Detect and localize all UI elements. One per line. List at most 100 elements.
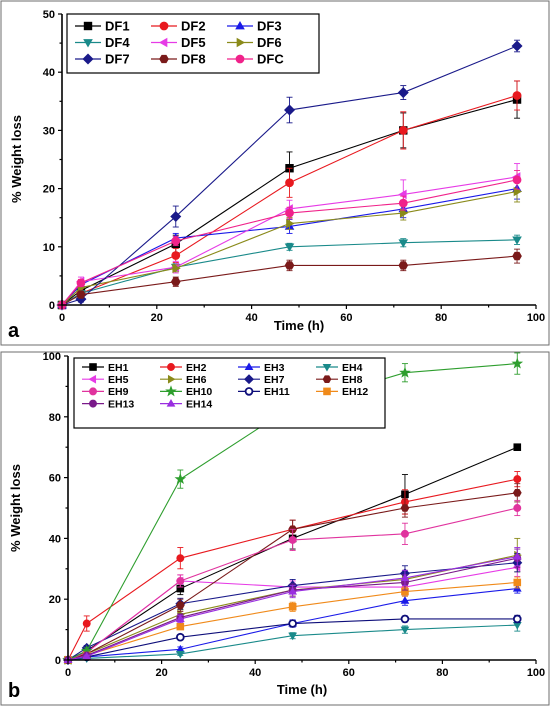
legend-marker	[236, 37, 245, 48]
data-point-eh10	[174, 473, 187, 485]
legend-marker	[322, 363, 332, 372]
legend-item-eh13: EH13	[82, 398, 134, 410]
plot-area-b: 0 20 40 60 80 100 0 20 40 60 80 100 Time (h) % Weight…	[8, 351, 545, 697]
data-point-df8	[76, 290, 86, 299]
y-tick-label-a: 50	[43, 9, 55, 21]
legend-marker	[166, 399, 176, 407]
data-point-df2	[285, 178, 294, 188]
legend-label: EH11	[264, 386, 290, 398]
data-point-eh12	[176, 622, 185, 631]
legend-label: EH5	[108, 374, 129, 386]
legend-label: EH10	[186, 386, 212, 398]
x-tick-label-b: 20	[155, 667, 167, 679]
legend-item-eh10: EH10	[160, 385, 212, 398]
legend-item-eh1: EH1	[82, 362, 129, 374]
plot-area-a: 0 20 40 60 80 100 0 10 20 30 40 50 Time (h) % Weight …	[9, 9, 545, 333]
legend-marker	[89, 363, 97, 371]
data-point-eh2	[176, 554, 185, 563]
legend-marker	[165, 385, 177, 397]
legend-a: DF1 DF2 DF3 DF4 DF5 DF6 DF7 DF8 DFC	[66, 13, 320, 74]
legend-marker	[82, 53, 94, 65]
legend-item-df8: DF8	[151, 52, 206, 67]
data-point-eh9	[513, 504, 522, 512]
data-point-eh11	[288, 619, 297, 628]
legend-label: DF3	[257, 19, 282, 34]
y-tick-label-b: 40	[49, 533, 61, 545]
y-tick-label-b: 80	[49, 412, 61, 424]
legend-label: EH13	[108, 398, 134, 410]
legend-marker	[159, 54, 169, 64]
data-point-df2	[512, 91, 522, 100]
panel-b-letter: b	[8, 680, 20, 702]
legend-item-df5: DF5	[151, 35, 206, 50]
y-axis-title-b: % Weight loss	[8, 464, 23, 552]
data-point-eh2	[513, 475, 522, 484]
x-axis-title-a: Time (h)	[274, 318, 324, 333]
data-point-eh2	[82, 619, 91, 628]
y-tick-label-a: 20	[43, 184, 55, 196]
legend-item-eh3: EH3	[238, 362, 285, 374]
x-tick-label-b: 40	[249, 667, 261, 679]
data-point-dfc	[512, 175, 522, 185]
y-tick-label-a: 30	[43, 125, 55, 137]
data-point-eh3	[400, 596, 410, 604]
data-point-eh11	[512, 614, 522, 624]
data-point-df4	[398, 239, 409, 248]
legend-item-df6: DF6	[227, 35, 282, 50]
legend-label: EH3	[264, 362, 285, 374]
data-point-df7	[511, 40, 523, 52]
x-tick-label-a: 100	[527, 312, 545, 324]
legend-marker	[159, 37, 168, 48]
data-point-eh9	[400, 529, 409, 538]
data-point-eh12	[513, 578, 522, 587]
chart-panel-a: 0 20 40 60 80 100 0 10 20 30 40 50 Time (h) % Weight …	[0, 0, 550, 346]
legend-item-eh2: EH2	[160, 362, 207, 374]
legend-box-b	[73, 357, 386, 429]
legend-marker	[323, 387, 331, 396]
legend-item-df7: DF7	[75, 52, 130, 67]
y-tick-label-a: 10	[43, 242, 55, 254]
legend-item-df4: DF4	[75, 35, 130, 50]
legend-item-eh4: EH4	[316, 362, 363, 374]
legend-item-eh14: EH14	[160, 398, 212, 410]
y-tick-label-a: 40	[43, 67, 55, 79]
legend-marker	[235, 21, 245, 30]
legend-label: EH1	[108, 362, 129, 374]
legend-item-eh11: EH11	[238, 386, 290, 398]
legend-label: DF1	[105, 19, 130, 34]
data-point-eh14	[400, 573, 410, 581]
data-point-eh14	[175, 614, 185, 622]
data-point-dfc	[171, 236, 181, 246]
legend-marker	[159, 21, 169, 31]
data-point-eh4	[175, 650, 185, 659]
legend-label: DF4	[105, 35, 130, 50]
data-point-eh11	[176, 632, 185, 642]
x-tick-label-a: 0	[59, 312, 65, 324]
data-point-df8	[398, 261, 409, 270]
data-point-df4	[284, 243, 295, 252]
legend-label: EH8	[342, 374, 363, 386]
series-line-dfc	[61, 179, 518, 306]
x-tick-label-a: 20	[151, 312, 163, 324]
legend-b: EH1 EH2 EH3 EH4 EH5 EH6 EH7 EH8 EH9 EH10 EH11 EH12 E…	[73, 357, 386, 429]
data-point-df8	[170, 277, 181, 286]
chart-panel-b: 0 20 40 60 80 100 0 20 40 60 80 100 Time (h) % Weight…	[0, 351, 550, 706]
x-tick-label-a: 40	[245, 312, 257, 324]
legend-marker	[244, 362, 254, 371]
x-tick-label-b: 60	[343, 667, 355, 679]
legend-marker	[167, 374, 176, 384]
y-tick-label-b: 20	[49, 594, 61, 606]
x-axis-title-b: Time (h)	[277, 682, 327, 697]
data-point-df7	[397, 87, 409, 99]
legend-item-df1: DF1	[75, 19, 130, 34]
legend-marker	[235, 54, 245, 64]
legend-label: EH14	[186, 398, 212, 410]
legend-marker	[83, 39, 93, 48]
legend-label: DFC	[257, 52, 284, 67]
data-point-df8	[284, 261, 295, 270]
x-tick-label-b: 100	[527, 667, 545, 679]
legend-marker	[89, 399, 97, 408]
legend-item-eh5: EH5	[82, 374, 129, 386]
legend-item-dfc: DFC	[227, 52, 284, 67]
legend-marker	[167, 363, 175, 371]
